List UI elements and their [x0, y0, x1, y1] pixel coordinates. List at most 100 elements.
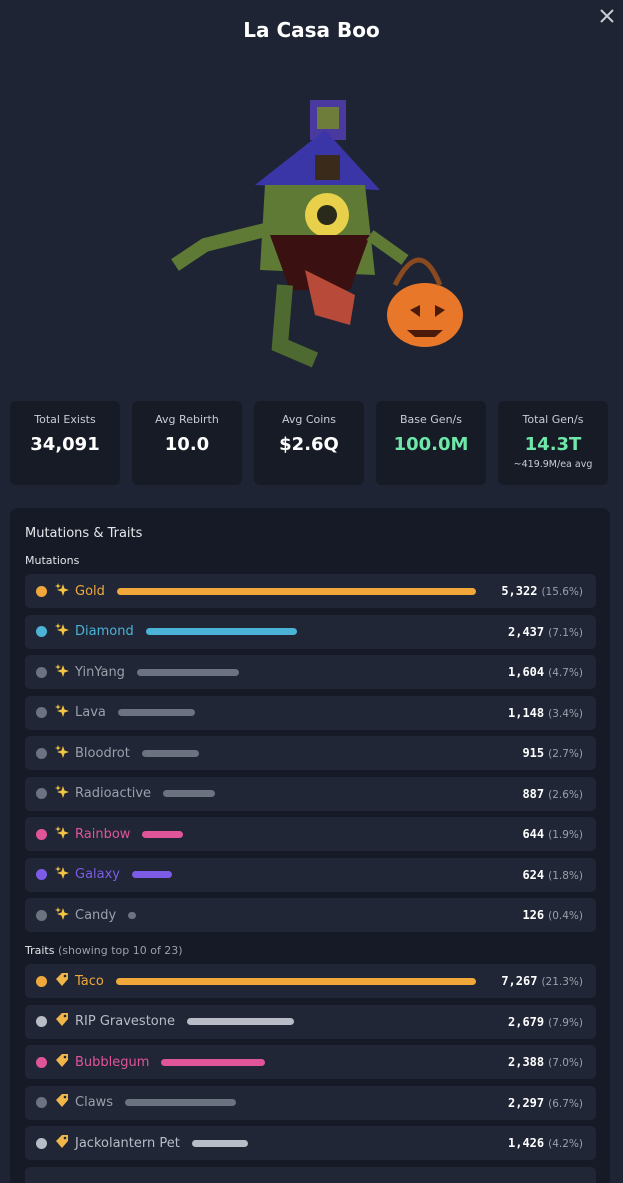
- item-row-partial: [25, 1166, 596, 1183]
- item-bar: [117, 709, 196, 716]
- item-name: Radioactive: [75, 786, 152, 801]
- item-count: 644 (1.9%): [476, 827, 596, 841]
- item-count: 624 (1.8%): [476, 868, 596, 882]
- stat-label: Avg Rebirth: [155, 413, 219, 426]
- item-name: Jackolantern Pet: [75, 1135, 180, 1151]
- bar-track: [163, 790, 476, 797]
- item-dot: [36, 707, 47, 718]
- item-name: Taco: [75, 973, 104, 989]
- section-name: Traits: [25, 944, 55, 957]
- item-bar: [186, 1018, 294, 1025]
- item-icon: [55, 1053, 69, 1072]
- item-row: Candy 126 (0.4%): [25, 898, 596, 932]
- item-name: Claws: [75, 1095, 114, 1110]
- item-row: Diamond 2,437 (7.1%): [25, 614, 596, 649]
- item-row: Rainbow 644 (1.9%): [25, 817, 596, 851]
- item-icon: [55, 784, 69, 803]
- item-icon: [55, 703, 69, 722]
- item-dot: [36, 666, 47, 678]
- bar-track: [142, 830, 476, 838]
- item-icon: [55, 906, 69, 925]
- count-value: 1,426: [508, 1136, 545, 1150]
- count-share: (3.4%): [548, 707, 583, 720]
- item-count: 887 (2.6%): [476, 787, 596, 801]
- item-name: Galaxy: [75, 867, 121, 882]
- item-name: YinYang: [75, 664, 125, 680]
- item-icon: [55, 582, 69, 601]
- bar-track: [136, 668, 476, 676]
- stat-value: 100.0M: [393, 434, 469, 455]
- bar-track: [115, 977, 476, 985]
- section-title: Traits (showing top 10 of 23): [25, 944, 596, 957]
- item-dot: [36, 1016, 47, 1027]
- count-share: (4.7%): [548, 667, 583, 679]
- stat-value: 34,091: [30, 434, 100, 455]
- item-count: 7,267 (21.3%): [476, 974, 596, 988]
- item-icon: [55, 1012, 69, 1031]
- item-bar: [128, 911, 137, 919]
- item-row: Bloodrot 915 (2.7%): [25, 736, 596, 770]
- item-count: 915 (2.7%): [476, 746, 596, 760]
- item-row: Lava 1,148 (3.4%): [25, 695, 596, 730]
- item-icon: [55, 825, 69, 844]
- count-share: (1.9%): [548, 829, 583, 841]
- panel-title: Mutations & Traits: [25, 526, 143, 541]
- item-row: RIP Gravestone 2,679 (7.9%): [25, 1004, 596, 1039]
- item-row: YinYang 1,604 (4.7%): [25, 655, 596, 689]
- bar-track: [191, 1139, 476, 1147]
- item-icon: [55, 972, 69, 991]
- count-share: (21.3%): [541, 976, 583, 988]
- section: Traits (showing top 10 of 23) Taco 7,267 (2…: [25, 944, 596, 1183]
- item-name: Diamond: [75, 624, 134, 639]
- pet-image: [171, 100, 463, 368]
- count-value: 1,148: [508, 705, 545, 720]
- item-dot: [36, 909, 47, 921]
- count-value: 2,388: [508, 1055, 545, 1069]
- count-share: (6.7%): [548, 1097, 583, 1110]
- stat-cards: Total Exists 34,091 Avg Rebirth 10.0 Avg Coi…: [10, 401, 610, 485]
- item-icon: [55, 1093, 69, 1112]
- count-share: (7.1%): [548, 626, 583, 639]
- item-row: Bubblegum 2,388 (7.0%): [25, 1045, 596, 1079]
- count-share: (15.6%): [541, 586, 583, 598]
- item-count: 5,322 (15.6%): [476, 584, 596, 598]
- item-icon: [55, 744, 69, 763]
- item-dot: [36, 747, 47, 759]
- item-icon: [55, 1134, 69, 1153]
- count-value: 915: [522, 746, 545, 760]
- item-count: 1,426 (4.2%): [476, 1136, 596, 1150]
- item-bar: [115, 977, 476, 985]
- item-bar: [191, 1139, 248, 1147]
- item-bar: [145, 628, 297, 635]
- bar-track: [116, 587, 476, 595]
- item-name: Bubblegum: [75, 1054, 150, 1070]
- item-name: Gold: [75, 583, 105, 599]
- item-row: Claws 2,297 (6.7%): [25, 1085, 596, 1120]
- sections: Mutations Gold 5,322 (15.6%) Diamond 2,437 (7.…: [25, 554, 596, 1183]
- item-name: Lava: [75, 705, 106, 720]
- item-count: 1,148 (3.4%): [476, 706, 596, 720]
- close-button[interactable]: [599, 8, 615, 24]
- item-icon: [55, 622, 69, 641]
- item-dot: [36, 869, 47, 880]
- bar-track: [132, 871, 476, 878]
- section-title: Mutations: [25, 554, 596, 567]
- item-bar: [116, 587, 476, 595]
- item-bar: [132, 871, 173, 878]
- stat-label: Total Gen/s: [522, 413, 584, 426]
- item-dot: [36, 1056, 47, 1068]
- item-row: Jackolantern Pet 1,426 (4.2%): [25, 1126, 596, 1160]
- stat-value: 14.3T: [524, 434, 582, 455]
- item-name: Rainbow: [75, 826, 131, 842]
- count-value: 644: [522, 827, 545, 841]
- section-note: (showing top 10 of 23): [57, 944, 183, 957]
- item-row: Radioactive 887 (2.6%): [25, 776, 596, 811]
- item-dot: [36, 828, 47, 840]
- stat-card: Total Exists 34,091: [10, 401, 120, 485]
- item-count: 1,604 (4.7%): [476, 665, 596, 679]
- count-value: 126: [522, 908, 545, 922]
- count-value: 2,437: [508, 624, 545, 639]
- stat-value: 10.0: [164, 434, 210, 455]
- item-bar: [125, 1099, 236, 1106]
- stat-sub: ~419.9M/ea avg: [513, 459, 593, 470]
